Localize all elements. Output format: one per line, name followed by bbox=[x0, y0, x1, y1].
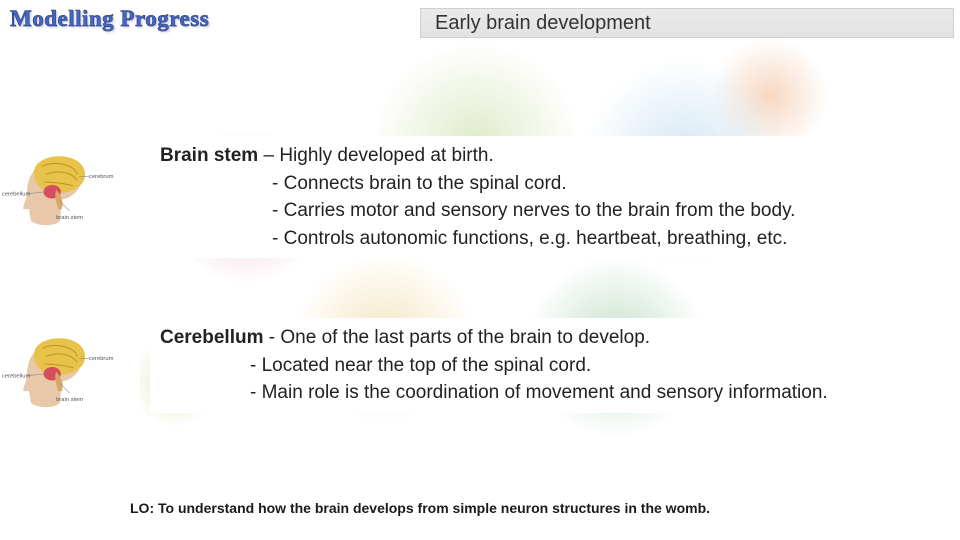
label-brain-stem: brain stem bbox=[56, 397, 83, 403]
section2-bullet: - Located near the top of the spinal cor… bbox=[160, 352, 930, 380]
cerebrum-shape bbox=[34, 338, 85, 375]
section2-sep: - bbox=[263, 327, 280, 348]
learning-objective: LO: To understand how the brain develops… bbox=[130, 500, 930, 516]
label-cerebrum: cerebrum bbox=[89, 356, 114, 362]
brain-diagram-1: cerebellum cerebrum brain stem bbox=[0, 140, 116, 230]
title-text: Early brain development bbox=[421, 12, 651, 35]
label-cerebellum: cerebellum bbox=[2, 374, 31, 380]
cerebrum-shape bbox=[34, 156, 85, 193]
section1-bullet: - Connects brain to the spinal cord. bbox=[160, 170, 930, 198]
label-cerebellum: cerebellum bbox=[2, 192, 31, 198]
section1-lead-text: Highly developed at birth. bbox=[279, 145, 493, 166]
label-brain-stem: brain stem bbox=[56, 215, 83, 221]
section2-term: Cerebellum bbox=[160, 327, 263, 348]
section1-bullet: - Carries motor and sensory nerves to th… bbox=[160, 197, 930, 225]
section2-lead: Cerebellum - One of the last parts of th… bbox=[160, 324, 930, 352]
section2-bullet: - Main role is the coordination of movem… bbox=[160, 379, 930, 407]
section1-lead: Brain stem – Highly developed at birth. bbox=[160, 142, 930, 170]
brain-diagram-2: cerebellum cerebrum brain stem bbox=[0, 322, 116, 412]
section1-term: Brain stem bbox=[160, 145, 258, 166]
section-brain-stem: Brain stem – Highly developed at birth. … bbox=[150, 136, 940, 258]
section1-bullet: - Controls autonomic functions, e.g. hea… bbox=[160, 225, 930, 253]
label-cerebrum: cerebrum bbox=[89, 174, 114, 180]
title-bar: Early brain development bbox=[420, 8, 954, 38]
section2-lead-text: One of the last parts of the brain to de… bbox=[280, 327, 650, 348]
section1-sep: – bbox=[258, 145, 279, 166]
section-cerebellum: Cerebellum - One of the last parts of th… bbox=[150, 318, 940, 413]
logo-wordart: Modelling Progress bbox=[10, 6, 209, 32]
